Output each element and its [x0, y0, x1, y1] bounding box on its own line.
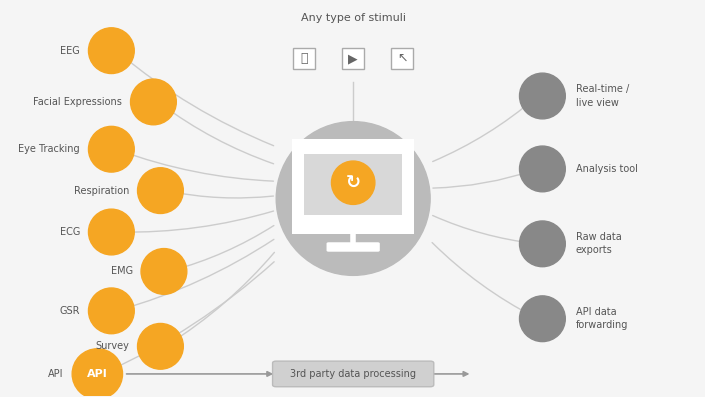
Ellipse shape: [88, 126, 134, 172]
Text: Raw data
exports: Raw data exports: [576, 232, 622, 255]
Text: 3rd party data processing: 3rd party data processing: [290, 369, 416, 379]
Ellipse shape: [88, 209, 134, 255]
Text: ▶: ▶: [348, 52, 358, 65]
Text: API: API: [48, 369, 63, 379]
Text: Facial Expressions: Facial Expressions: [33, 97, 122, 107]
Ellipse shape: [520, 221, 565, 267]
Text: EEG: EEG: [61, 46, 80, 56]
Text: Respiration: Respiration: [74, 186, 129, 196]
Text: Analysis tool: Analysis tool: [576, 164, 638, 174]
Text: API data
forwarding: API data forwarding: [576, 307, 628, 330]
FancyBboxPatch shape: [273, 361, 434, 387]
Ellipse shape: [137, 324, 183, 369]
FancyBboxPatch shape: [391, 48, 413, 69]
Text: API: API: [87, 369, 108, 379]
Text: Eye Tracking: Eye Tracking: [18, 144, 80, 154]
Ellipse shape: [331, 161, 375, 204]
Ellipse shape: [141, 249, 187, 294]
Text: Real-time /
live view: Real-time / live view: [576, 85, 629, 108]
Ellipse shape: [520, 296, 565, 341]
Text: Any type of stimuli: Any type of stimuli: [300, 13, 405, 23]
FancyBboxPatch shape: [305, 154, 402, 215]
Ellipse shape: [276, 121, 430, 276]
Text: ↻: ↻: [345, 174, 361, 192]
Text: ECG: ECG: [60, 227, 80, 237]
FancyBboxPatch shape: [343, 48, 364, 69]
Ellipse shape: [130, 79, 176, 125]
Ellipse shape: [520, 73, 565, 119]
Text: ⛰: ⛰: [300, 52, 308, 65]
Text: GSR: GSR: [59, 306, 80, 316]
Ellipse shape: [88, 288, 134, 334]
FancyBboxPatch shape: [326, 242, 380, 252]
FancyBboxPatch shape: [292, 139, 415, 234]
Ellipse shape: [520, 146, 565, 192]
Ellipse shape: [72, 349, 123, 397]
Ellipse shape: [137, 168, 183, 214]
Text: EMG: EMG: [111, 266, 133, 276]
Ellipse shape: [88, 28, 134, 73]
FancyBboxPatch shape: [293, 48, 315, 69]
Text: Survey: Survey: [95, 341, 129, 351]
Text: ↖: ↖: [397, 52, 407, 65]
